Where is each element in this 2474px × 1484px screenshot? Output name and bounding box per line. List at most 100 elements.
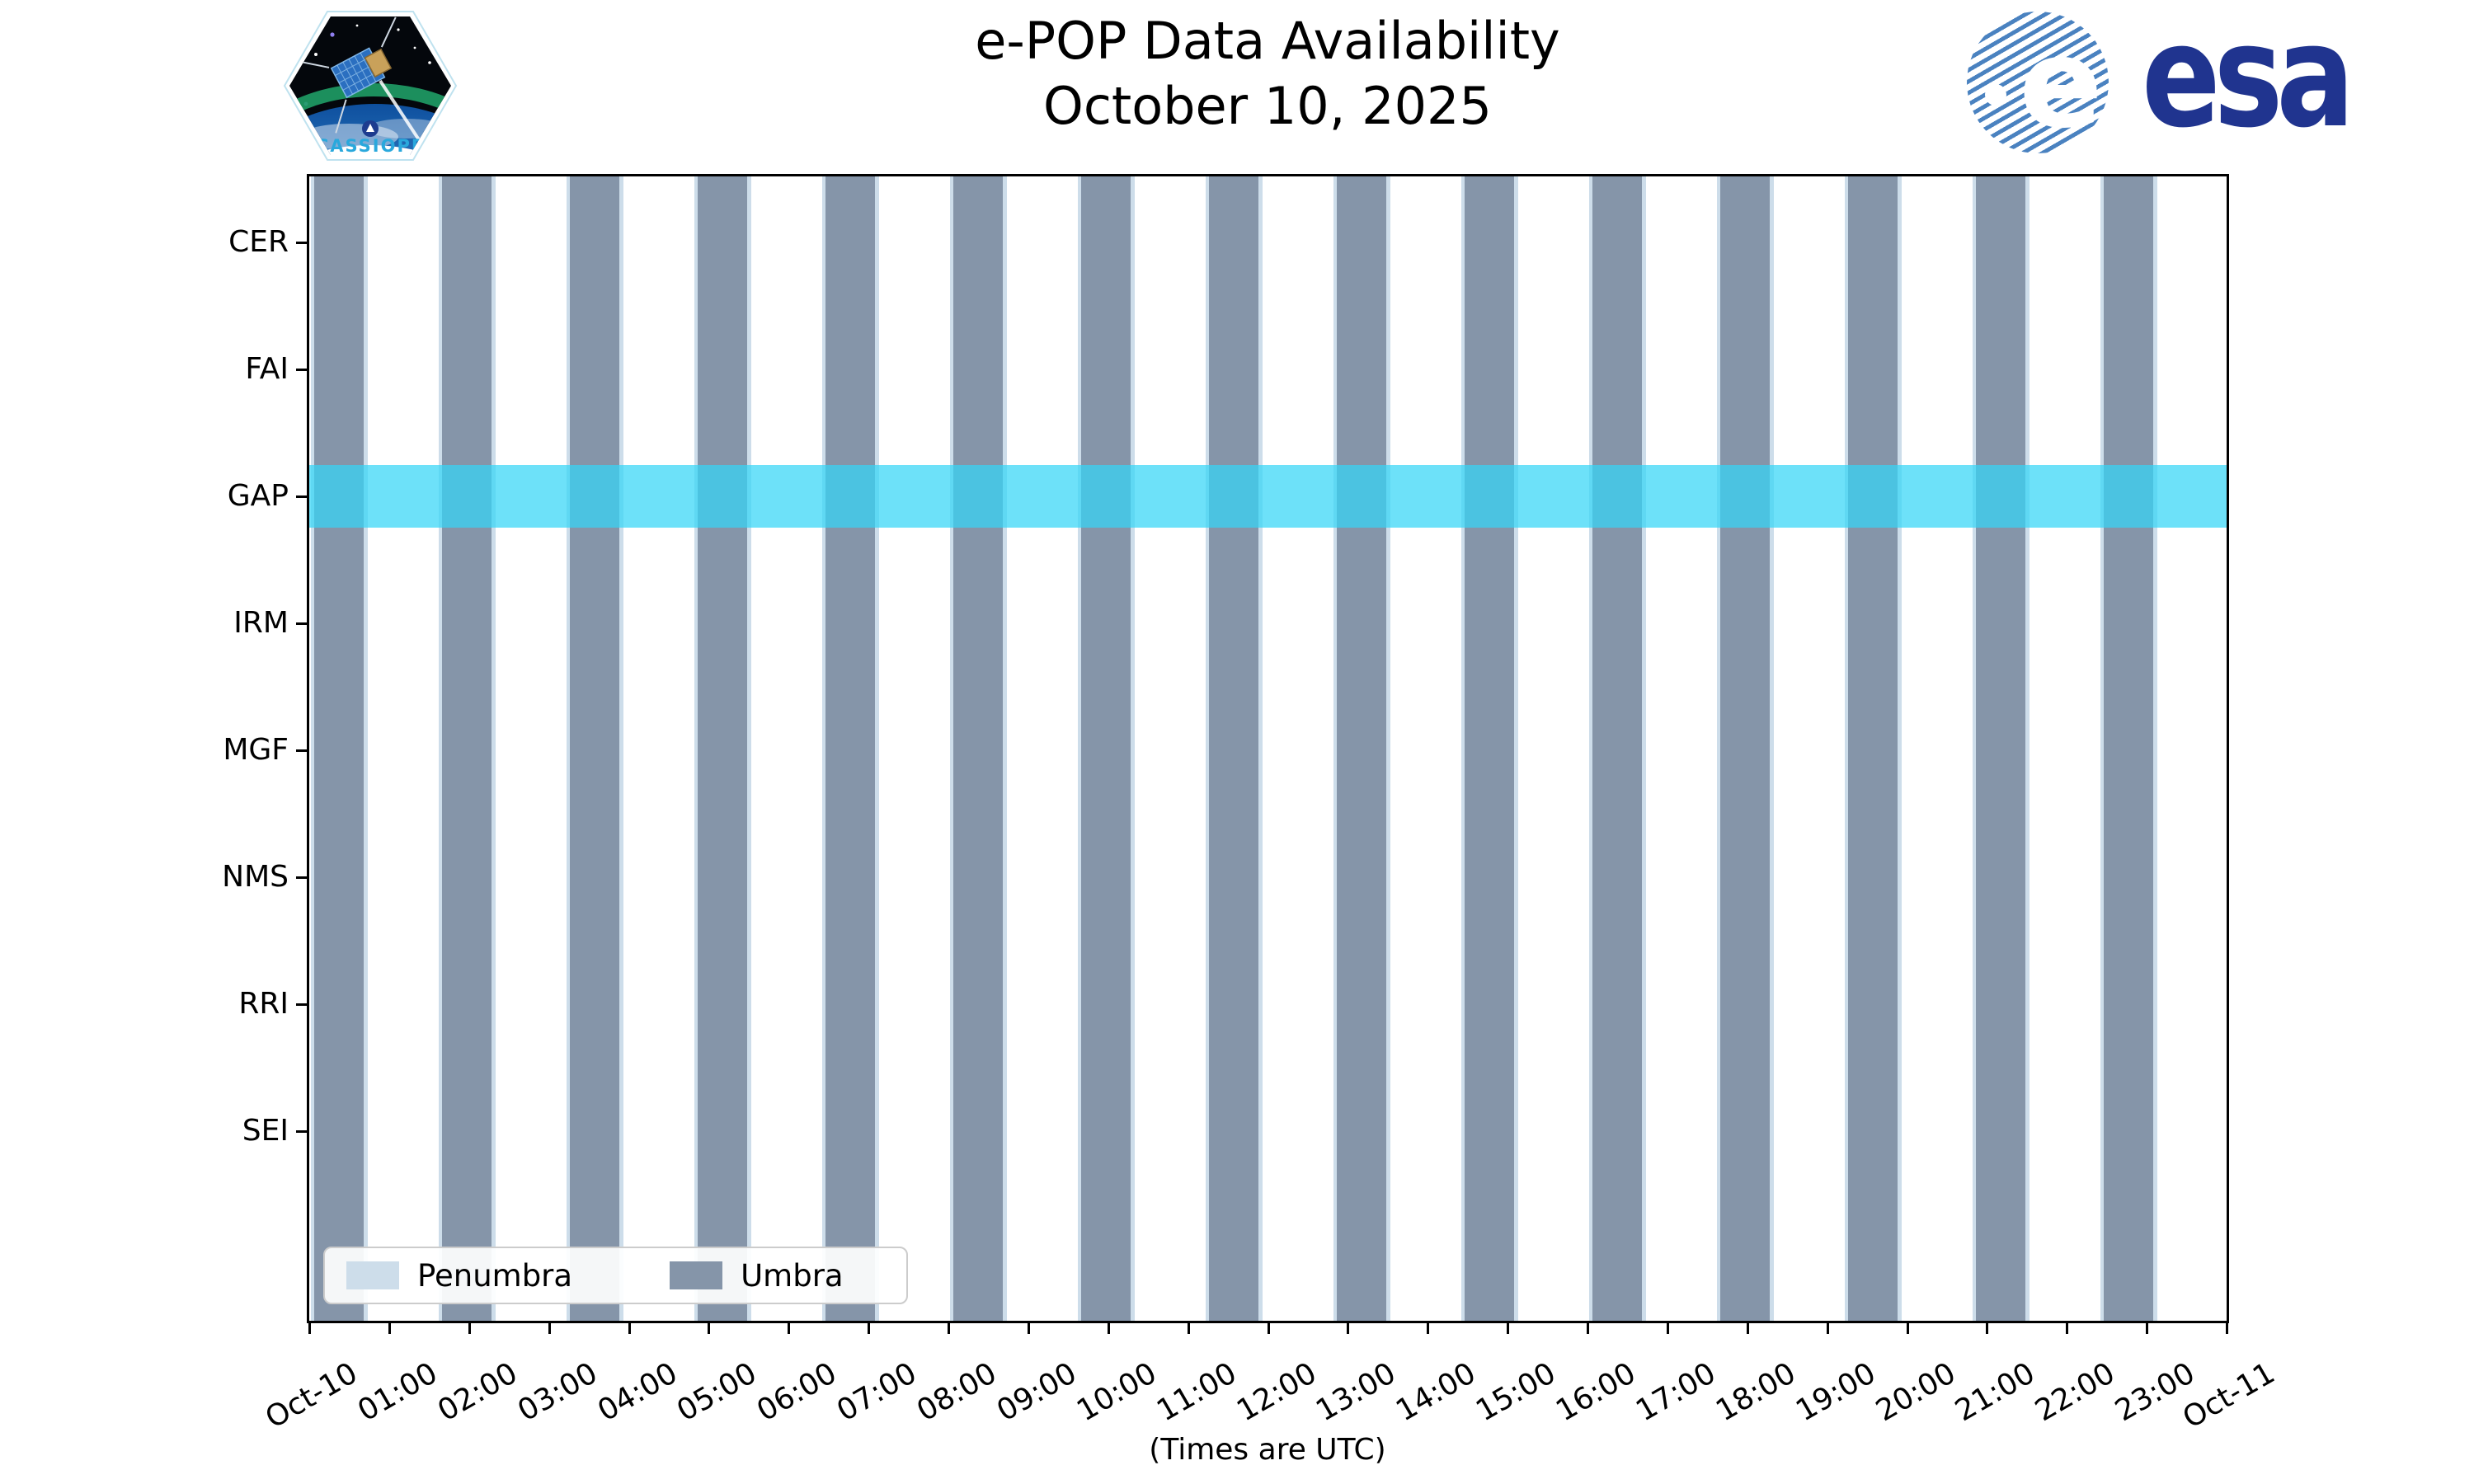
y-tick: [296, 622, 309, 625]
cassiope-mission-patch: CASSIOPE: [283, 5, 458, 167]
y-tick: [296, 876, 309, 879]
legend-label-umbra: Umbra: [741, 1257, 844, 1294]
penumbra-strip: [1588, 176, 1593, 1321]
x-tick: [1746, 1321, 1749, 1334]
penumbra-strip: [1460, 176, 1465, 1321]
x-tick-label: 17:00: [1630, 1356, 1722, 1429]
x-tick: [1187, 1321, 1190, 1334]
x-tick: [308, 1321, 311, 1334]
x-tick: [1027, 1321, 1030, 1334]
x-tick-label: 09:00: [991, 1356, 1083, 1429]
x-tick-label: 01:00: [352, 1356, 444, 1429]
umbra-bar: [825, 176, 876, 1321]
x-tick: [708, 1321, 711, 1334]
penumbra-strip: [492, 176, 496, 1321]
esa-globe-dot: [1985, 84, 2006, 106]
x-tick-label: 12:00: [1230, 1356, 1322, 1429]
x-tick-label: 20:00: [1870, 1356, 1961, 1429]
x-tick: [1906, 1321, 1909, 1334]
penumbra-strip: [875, 176, 880, 1321]
penumbra-strip: [1844, 176, 1849, 1321]
umbra-bar: [698, 176, 748, 1321]
y-tick-label-nms: NMS: [222, 860, 289, 894]
penumbra-strip: [566, 176, 571, 1321]
umbra-bar: [1592, 176, 1643, 1321]
x-tick-label: 08:00: [911, 1356, 1003, 1429]
x-tick-label: 04:00: [591, 1356, 683, 1429]
x-tick: [1587, 1321, 1589, 1334]
penumbra-strip: [1898, 176, 1903, 1321]
umbra-bar: [953, 176, 1004, 1321]
x-tick: [1427, 1321, 1430, 1334]
y-tick-label-mgf: MGF: [223, 733, 289, 767]
x-tick: [1507, 1321, 1510, 1334]
penumbra-strip: [949, 176, 954, 1321]
x-tick: [1107, 1321, 1110, 1334]
y-tick-label-fai: FAI: [245, 352, 289, 386]
y-tick: [296, 1130, 309, 1133]
umbra-bar: [570, 176, 620, 1321]
x-tick-label: 13:00: [1310, 1356, 1402, 1429]
umbra-bar: [1848, 176, 1898, 1321]
y-tick: [296, 242, 309, 244]
aurora-arc: [289, 83, 451, 155]
x-tick-label: 18:00: [1710, 1356, 1802, 1429]
umbra-bar: [2104, 176, 2154, 1321]
x-tick: [1267, 1321, 1270, 1334]
umbra-bar: [1209, 176, 1259, 1321]
legend-swatch-penumbra: [346, 1261, 399, 1289]
penumbra-strip: [1972, 176, 1977, 1321]
y-tick-label-sei: SEI: [242, 1114, 289, 1148]
x-tick-label: 02:00: [431, 1356, 524, 1429]
x-tick-label: 07:00: [831, 1356, 923, 1429]
penumbra-strip: [821, 176, 826, 1321]
x-tick: [1347, 1321, 1350, 1334]
x-tick-label: 14:00: [1390, 1356, 1482, 1429]
penumbra-strip: [1077, 176, 1082, 1321]
availability-band-gap: [309, 465, 2227, 528]
x-tick-label: 19:00: [1790, 1356, 1882, 1429]
laser-beam: [379, 79, 423, 145]
penumbra-strip: [1642, 176, 1647, 1321]
x-tick-label: 21:00: [1950, 1356, 2041, 1429]
penumbra-strip: [2153, 176, 2158, 1321]
y-tick-label-cer: CER: [228, 225, 289, 259]
legend-swatch-umbra: [670, 1261, 723, 1289]
y-tick: [296, 369, 309, 371]
umbra-bar: [1720, 176, 1771, 1321]
esa-globe-icon: [1967, 12, 2109, 153]
y-tick: [296, 749, 309, 752]
x-tick-label: 03:00: [511, 1356, 604, 1429]
umbra-bar: [1337, 176, 1387, 1321]
penumbra-strip: [1131, 176, 1136, 1321]
penumbra-strip: [364, 176, 369, 1321]
penumbra-strip: [1386, 176, 1391, 1321]
umbra-bar: [314, 176, 365, 1321]
chart-title: e-POP Data Availability October 10, 2025: [975, 8, 1560, 139]
esa-logo: e esa: [1967, 0, 2354, 159]
umbra-bar: [1976, 176, 2026, 1321]
x-tick-label: 10:00: [1070, 1356, 1163, 1429]
cassiope-patch-label: CASSIOPE: [316, 136, 425, 156]
x-tick-label: 05:00: [671, 1356, 763, 1429]
plot-area: [309, 176, 2227, 1321]
umbra-bar: [1081, 176, 1131, 1321]
legend: Penumbra Umbra: [323, 1247, 908, 1304]
legend-label-penumbra: Penumbra: [417, 1257, 573, 1294]
x-tick-label: 15:00: [1470, 1356, 1562, 1429]
penumbra-strip: [1770, 176, 1775, 1321]
penumbra-strip: [2025, 176, 2030, 1321]
penumbra-strip: [747, 176, 752, 1321]
y-tick-label-gap: GAP: [227, 479, 289, 513]
penumbra-strip: [1003, 176, 1008, 1321]
umbra-bar: [1465, 176, 1515, 1321]
chart-title-line1: e-POP Data Availability: [975, 11, 1560, 71]
y-tick-label-rri: RRI: [238, 987, 289, 1021]
x-tick: [2146, 1321, 2149, 1334]
penumbra-strip: [694, 176, 698, 1321]
esa-globe-letter: e: [2019, 12, 2103, 156]
y-tick-label-irm: IRM: [233, 606, 289, 640]
penumbra-strip: [310, 176, 315, 1321]
x-tick: [1826, 1321, 1829, 1334]
